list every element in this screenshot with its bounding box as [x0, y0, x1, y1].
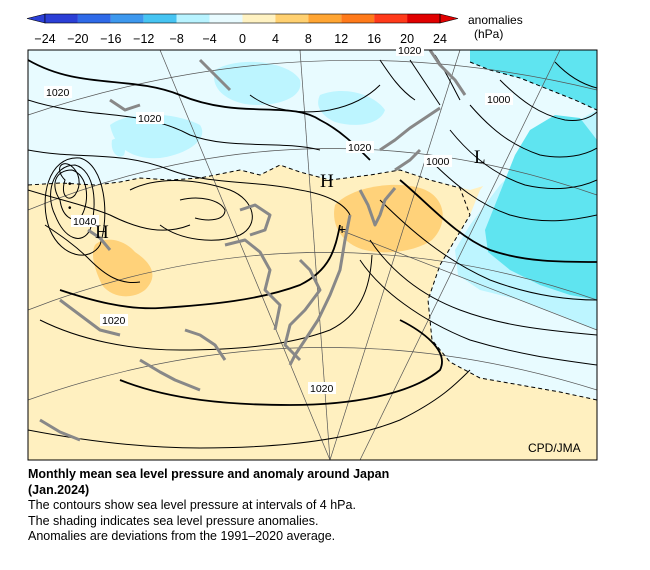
- legend-tick-labels: −24 −20 −16 −12 −8 −4 0 4 8 12 16 20 24: [34, 32, 447, 46]
- legend-tick-label: 4: [272, 32, 279, 46]
- legend-title: anomalies: [468, 13, 523, 27]
- high-center-dot: •: [68, 179, 72, 190]
- legend-tick-label: 12: [334, 32, 348, 46]
- negative-anomaly-blob-2: [214, 61, 301, 105]
- high-pressure-center-marker: H: [95, 222, 109, 243]
- legend-swatch: [242, 14, 276, 23]
- legend-swatch: [308, 14, 342, 23]
- contour-label: 1000: [487, 94, 511, 106]
- caption-line: The shading indicates sea level pressure…: [28, 513, 319, 528]
- pressure-anomaly-map: 1020 1020 1020 1020 1040 1020 1020 1000 …: [27, 44, 598, 461]
- legend-tick-label: −24: [34, 32, 55, 46]
- negative-anomaly-blob-1: [110, 114, 203, 159]
- legend-tick-label: 24: [433, 32, 447, 46]
- legend-frame: [44, 13, 441, 24]
- positive-anomaly-japan-sea: [334, 184, 443, 253]
- contour-label: 1020: [398, 45, 422, 57]
- caption-line: The contours show sea level pressure at …: [28, 498, 356, 512]
- legend-tick-label: 16: [367, 32, 381, 46]
- legend-tick-label: 20: [400, 32, 414, 46]
- caption-date: (Jan.2024): [28, 482, 90, 497]
- legend-tick-label: −8: [170, 32, 184, 46]
- contour-label: 1020: [348, 142, 372, 154]
- contour-labels: 1020 1020 1020 1020 1040 1020 1020 1000 …: [44, 44, 513, 395]
- legend-unit: (hPa): [474, 27, 503, 41]
- legend-tick-label: 8: [305, 32, 312, 46]
- caption-title: Monthly mean sea level pressure and anom…: [28, 467, 390, 481]
- legend-tick-label: −12: [133, 32, 154, 46]
- center-cross-marker: +: [338, 221, 346, 237]
- legend-swatch: [341, 14, 375, 23]
- legend-swatch: [143, 14, 177, 23]
- legend-swatch: [45, 14, 78, 23]
- caption-line: Anomalies are deviations from the 1991–2…: [28, 529, 336, 543]
- legend-swatch: [110, 14, 144, 23]
- contour-label: 1020: [46, 87, 70, 99]
- negative-anomaly-northeast: [470, 50, 597, 110]
- legend-swatch: [209, 14, 243, 23]
- coastlines: [39, 50, 467, 442]
- contour-label: 1020: [138, 113, 162, 125]
- zero-anomaly-line: [28, 164, 597, 401]
- figure-caption: Monthly mean sea level pressure and anom…: [28, 467, 628, 545]
- low-pressure-center-marker: L: [474, 147, 486, 168]
- map-credit: CPD/JMA: [528, 441, 581, 455]
- graticule: [28, 50, 597, 460]
- legend-color-bar: [26, 13, 459, 24]
- map-frame: [27, 49, 598, 461]
- legend-tick-label: −20: [67, 32, 88, 46]
- legend-tick-label: −4: [202, 32, 216, 46]
- contour-label: 1000: [426, 156, 450, 168]
- high-pressure-center-marker: H: [320, 171, 334, 192]
- negative-anomaly-east-core: [485, 115, 597, 300]
- contour-label: 1020: [102, 315, 126, 327]
- zero-anomaly-line-north: [469, 61, 597, 111]
- legend-swatch: [275, 14, 309, 23]
- legend-swatch: [407, 14, 440, 23]
- negative-anomaly-blob-3: [318, 90, 385, 125]
- isobars: [28, 54, 597, 449]
- legend-swatch: [374, 14, 408, 23]
- legend-tick-label: −16: [100, 32, 121, 46]
- contour-label: 1020: [310, 383, 334, 395]
- legend-tick-label: 0: [239, 32, 246, 46]
- high-center-dot: •: [68, 203, 72, 214]
- anomaly-color-legend: −24 −20 −16 −12 −8 −4 0 4 8 12 16 20 24 anomalies (h…: [26, 13, 523, 46]
- negative-anomaly-blob-4: [111, 138, 126, 157]
- contour-label: 1040: [73, 216, 97, 228]
- legend-swatch: [176, 14, 210, 23]
- legend-swatch: [77, 14, 111, 23]
